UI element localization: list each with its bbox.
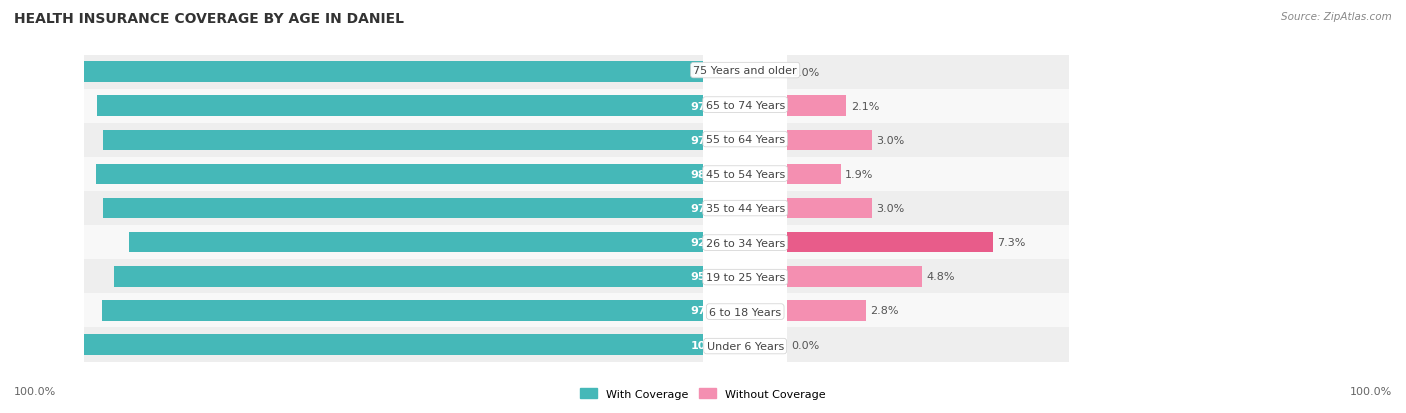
- Bar: [0, 260, 1406, 294]
- Bar: [0, 294, 1406, 328]
- Bar: [0, 260, 1406, 294]
- Bar: [103, 198, 703, 219]
- Bar: [0, 157, 1406, 192]
- Text: 45 to 54 Years: 45 to 54 Years: [706, 169, 785, 179]
- Text: 98.1%: 98.1%: [690, 170, 730, 180]
- Bar: [0, 157, 1406, 192]
- Bar: [787, 96, 846, 116]
- Bar: [0, 90, 1406, 123]
- Text: 6 to 18 Years: 6 to 18 Years: [709, 307, 782, 317]
- Bar: [0, 225, 1406, 260]
- Text: 35 to 44 Years: 35 to 44 Years: [706, 204, 785, 214]
- Bar: [0, 192, 1406, 225]
- Text: 97.9%: 97.9%: [690, 102, 730, 112]
- Text: 3.0%: 3.0%: [876, 204, 904, 214]
- Text: HEALTH INSURANCE COVERAGE BY AGE IN DANIEL: HEALTH INSURANCE COVERAGE BY AGE IN DANI…: [14, 12, 404, 26]
- Bar: [114, 266, 703, 287]
- Bar: [787, 164, 841, 185]
- Text: 1.9%: 1.9%: [845, 170, 873, 180]
- Bar: [0, 328, 1406, 362]
- Bar: [0, 192, 1406, 225]
- Bar: [0, 55, 1406, 90]
- Bar: [129, 233, 703, 253]
- Text: Under 6 Years: Under 6 Years: [707, 341, 783, 351]
- Bar: [0, 294, 1406, 328]
- Bar: [84, 62, 703, 83]
- Bar: [101, 301, 703, 321]
- Text: 100.0%: 100.0%: [14, 387, 56, 396]
- Bar: [787, 130, 872, 151]
- Text: 2.8%: 2.8%: [870, 306, 898, 316]
- Bar: [0, 123, 1406, 157]
- Text: 97.0%: 97.0%: [690, 135, 730, 145]
- Bar: [0, 328, 1406, 362]
- Text: 4.8%: 4.8%: [927, 272, 955, 282]
- Text: 65 to 74 Years: 65 to 74 Years: [706, 100, 785, 110]
- Text: 75 Years and older: 75 Years and older: [693, 66, 797, 76]
- Bar: [96, 164, 703, 185]
- Bar: [787, 233, 993, 253]
- Bar: [84, 335, 703, 355]
- Text: Source: ZipAtlas.com: Source: ZipAtlas.com: [1281, 12, 1392, 22]
- Bar: [0, 90, 1406, 123]
- Bar: [0, 123, 1406, 157]
- Text: 26 to 34 Years: 26 to 34 Years: [706, 238, 785, 248]
- Legend: With Coverage, Without Coverage: With Coverage, Without Coverage: [576, 384, 830, 404]
- Text: 2.1%: 2.1%: [851, 102, 879, 112]
- Bar: [0, 55, 1406, 90]
- Bar: [0, 225, 1406, 260]
- Text: 92.8%: 92.8%: [690, 237, 730, 247]
- Text: 0.0%: 0.0%: [792, 67, 820, 77]
- Text: 7.3%: 7.3%: [997, 237, 1025, 247]
- Text: 100.0%: 100.0%: [1350, 387, 1392, 396]
- Text: 3.0%: 3.0%: [876, 135, 904, 145]
- Text: 97.2%: 97.2%: [690, 306, 730, 316]
- Text: 19 to 25 Years: 19 to 25 Years: [706, 273, 785, 282]
- Text: 97.0%: 97.0%: [690, 204, 730, 214]
- Text: 0.0%: 0.0%: [792, 340, 820, 350]
- Bar: [787, 301, 866, 321]
- Text: 55 to 64 Years: 55 to 64 Years: [706, 135, 785, 145]
- Text: 100.0%: 100.0%: [690, 340, 737, 350]
- Bar: [97, 96, 703, 116]
- Text: 95.2%: 95.2%: [690, 272, 730, 282]
- Text: 100.0%: 100.0%: [690, 67, 737, 77]
- Bar: [787, 198, 872, 219]
- Bar: [787, 266, 922, 287]
- Bar: [103, 130, 703, 151]
